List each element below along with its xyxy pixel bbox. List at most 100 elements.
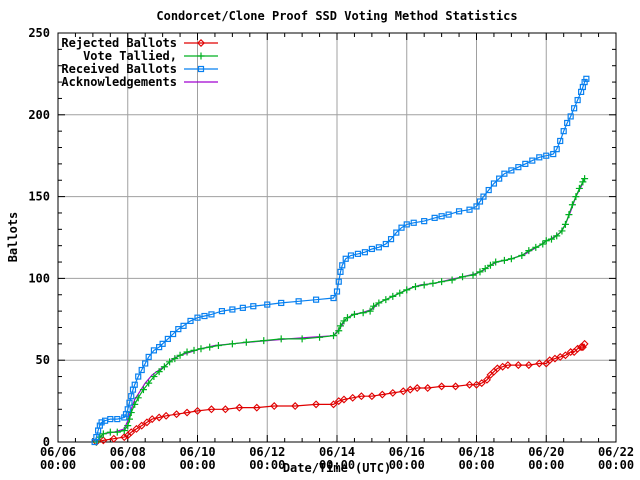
plus-marker (486, 261, 494, 269)
square-marker (410, 219, 417, 226)
square-marker (543, 152, 550, 159)
square-marker (135, 373, 142, 380)
square-marker (145, 353, 152, 361)
square-marker (156, 344, 163, 351)
x-axis-label: Date/Time (UTC) (282, 461, 392, 475)
diamond-marker (477, 379, 486, 388)
legend-label-vote-tallied: Vote Tallied, (83, 49, 177, 63)
legend-label-received-ballots: Received Ballots (61, 62, 177, 76)
x-tick-date-label: 06/18 (458, 445, 494, 459)
square-marker (218, 308, 226, 315)
square-marker (347, 252, 355, 259)
plus-marker (420, 281, 428, 289)
diamond-marker (99, 436, 108, 445)
x-tick-date-label: 06/10 (179, 445, 215, 459)
y-tick-label: 100 (28, 271, 50, 285)
plus-marker (183, 348, 191, 356)
diamond-marker (252, 403, 261, 412)
plus-marker (96, 433, 104, 441)
diamond-marker (162, 411, 171, 420)
square-marker (476, 198, 484, 205)
square-marker (175, 326, 182, 333)
diamond-marker (127, 428, 136, 437)
series-vote-tallied (92, 175, 589, 446)
diamond-marker (482, 375, 491, 384)
diamond-marker (437, 382, 446, 391)
diamond-marker (388, 388, 397, 397)
square-marker (114, 415, 121, 423)
plus-marker (581, 175, 589, 183)
square-marker (150, 347, 158, 354)
plus-marker (343, 314, 351, 322)
x-tick-time-label: 00:00 (458, 458, 494, 472)
x-tick-time-label: 00:00 (249, 458, 285, 472)
plus-marker (547, 235, 555, 243)
plus-marker (228, 340, 236, 348)
plus-marker (572, 193, 580, 201)
diamond-marker (235, 403, 244, 412)
plus-marker (145, 379, 153, 387)
square-marker (393, 229, 400, 236)
square-marker (121, 414, 128, 421)
diamond-marker (197, 39, 205, 47)
plus-marker (166, 358, 174, 366)
plus-marker (370, 302, 378, 310)
diamond-marker (132, 424, 141, 433)
diamond-marker (524, 361, 533, 370)
plus-marker (197, 345, 205, 353)
plus-marker (565, 211, 573, 219)
square-marker (571, 105, 578, 112)
square-marker (508, 167, 515, 174)
plus-marker (561, 220, 569, 228)
plus-marker (106, 428, 114, 436)
square-marker (197, 65, 205, 73)
plus-marker (500, 256, 508, 264)
square-marker (455, 208, 463, 215)
square-marker (98, 419, 105, 426)
square-marker (560, 128, 567, 135)
square-marker (208, 311, 215, 318)
plus-marker (242, 338, 250, 346)
plus-marker (197, 52, 205, 60)
diamond-marker (423, 384, 432, 392)
plus-marker (340, 317, 348, 325)
x-tick-date-label: 06/14 (319, 445, 355, 459)
square-marker (574, 96, 581, 104)
square-marker (550, 150, 557, 158)
series-received-ballots-line (94, 78, 587, 443)
diamond-marker (312, 400, 321, 409)
square-marker (382, 240, 389, 248)
x-tick-time-label: 00:00 (528, 458, 564, 472)
square-marker (337, 268, 344, 275)
diamond-marker (367, 392, 376, 401)
x-tick-date-label: 06/22 (598, 445, 634, 459)
square-marker (515, 164, 522, 171)
square-marker (187, 317, 194, 325)
square-marker (229, 306, 236, 313)
plus-marker (176, 351, 184, 359)
plus-marker (476, 268, 484, 276)
square-marker (421, 218, 428, 225)
square-marker (501, 170, 508, 177)
plus-marker (542, 237, 550, 245)
plus-marker (155, 368, 163, 376)
diamond-marker (183, 408, 192, 417)
diamond-marker (580, 339, 589, 348)
y-tick-label: 250 (28, 26, 50, 40)
series-received-ballots (91, 75, 590, 446)
plus-marker (481, 265, 489, 273)
plus-marker (171, 355, 179, 363)
square-marker (93, 433, 100, 441)
square-marker (529, 157, 536, 164)
square-marker (354, 250, 362, 257)
diamond-marker (120, 433, 129, 442)
square-marker (335, 278, 342, 285)
plus-marker (375, 299, 383, 307)
x-tick-time-label: 00:00 (319, 458, 355, 472)
square-marker (490, 180, 498, 187)
square-marker (431, 214, 438, 221)
square-marker (473, 203, 480, 210)
square-marker (403, 221, 410, 228)
